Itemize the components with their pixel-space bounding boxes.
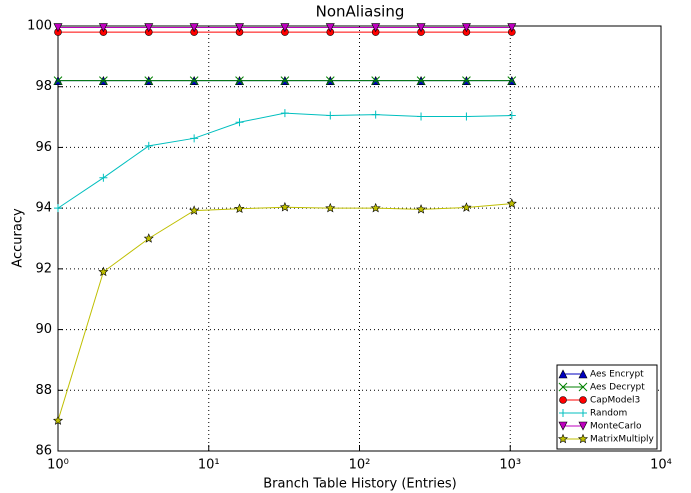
marker bbox=[506, 198, 517, 208]
marker bbox=[189, 76, 199, 85]
marker bbox=[370, 202, 381, 213]
marker bbox=[326, 111, 335, 120]
x-tick-label: 10³ bbox=[499, 458, 521, 473]
marker bbox=[53, 76, 63, 85]
marker bbox=[279, 201, 290, 212]
marker bbox=[461, 202, 472, 212]
marker bbox=[52, 415, 64, 425]
marker bbox=[99, 173, 108, 182]
marker bbox=[416, 76, 426, 85]
marker bbox=[234, 203, 245, 214]
marker bbox=[235, 118, 244, 127]
legend-label: MatrixMultiply bbox=[590, 435, 655, 445]
marker bbox=[143, 233, 154, 243]
legend-marker bbox=[557, 433, 569, 444]
x-axis-label: Branch Table History (Entries) bbox=[263, 477, 457, 492]
y-axis-label: Accuracy bbox=[11, 208, 26, 268]
marker bbox=[461, 23, 471, 33]
y-tick-label: 96 bbox=[35, 140, 52, 155]
marker bbox=[189, 23, 199, 33]
legend-marker bbox=[578, 421, 588, 431]
y-tick-label: 100 bbox=[27, 19, 52, 34]
legend-label: CapModel3 bbox=[590, 396, 640, 406]
legend-marker bbox=[579, 409, 587, 417]
marker bbox=[190, 134, 199, 143]
marker bbox=[417, 112, 426, 121]
marker bbox=[371, 76, 381, 85]
marker bbox=[144, 76, 154, 85]
legend-marker bbox=[578, 382, 588, 392]
marker bbox=[325, 23, 335, 33]
legend-box bbox=[556, 364, 658, 450]
marker bbox=[416, 204, 427, 214]
y-tick-label: 88 bbox=[35, 383, 52, 398]
marker bbox=[189, 205, 200, 215]
y-tick-label: 86 bbox=[35, 444, 52, 459]
legend-marker bbox=[579, 396, 587, 404]
marker bbox=[462, 76, 471, 85]
marker bbox=[325, 202, 336, 213]
y-tick-label: 94 bbox=[35, 201, 52, 216]
y-tick-label: 90 bbox=[35, 322, 52, 337]
legend: Aes Encrypt Aes Decrypt CapModel3 Random Mon… bbox=[556, 364, 658, 450]
marker bbox=[280, 23, 290, 33]
marker bbox=[280, 76, 290, 85]
x-tick-label: 10⁴ bbox=[650, 458, 672, 473]
legend-marker bbox=[577, 433, 589, 444]
x-tick-label: 10¹ bbox=[198, 458, 220, 473]
marker bbox=[98, 23, 108, 33]
legend-label: Aes Decrypt bbox=[590, 383, 645, 393]
legend-label: Aes Encrypt bbox=[590, 370, 644, 380]
legend-marker bbox=[558, 382, 568, 392]
marker bbox=[507, 23, 517, 33]
legend-marker bbox=[559, 396, 567, 404]
marker bbox=[371, 110, 380, 119]
marker bbox=[144, 23, 154, 33]
marker bbox=[235, 76, 244, 85]
marker bbox=[98, 266, 109, 277]
legend-marker bbox=[558, 369, 568, 379]
marker bbox=[99, 76, 108, 85]
marker bbox=[325, 76, 335, 85]
series-line bbox=[57, 112, 512, 209]
y-tick-label: 92 bbox=[35, 261, 52, 276]
series-line bbox=[57, 203, 512, 421]
chart-title: NonAliasing bbox=[316, 3, 405, 21]
marker bbox=[507, 76, 517, 85]
legend-marker bbox=[558, 421, 568, 431]
x-tick-label: 10² bbox=[349, 458, 371, 473]
marker bbox=[54, 204, 62, 213]
x-tick-label: 10⁰ bbox=[47, 458, 69, 473]
marker bbox=[416, 23, 426, 33]
legend-marker bbox=[578, 369, 588, 379]
legend-label: Random bbox=[590, 409, 627, 419]
marker bbox=[280, 109, 289, 118]
legend-label: MonteCarlo bbox=[590, 422, 642, 432]
marker bbox=[53, 23, 63, 33]
marker bbox=[507, 111, 516, 120]
marker bbox=[235, 23, 245, 33]
y-tick-label: 98 bbox=[35, 79, 52, 94]
plot-frame bbox=[57, 25, 662, 452]
marker bbox=[371, 23, 381, 33]
marker bbox=[462, 112, 471, 121]
marker bbox=[144, 141, 153, 150]
legend-marker bbox=[559, 409, 567, 417]
